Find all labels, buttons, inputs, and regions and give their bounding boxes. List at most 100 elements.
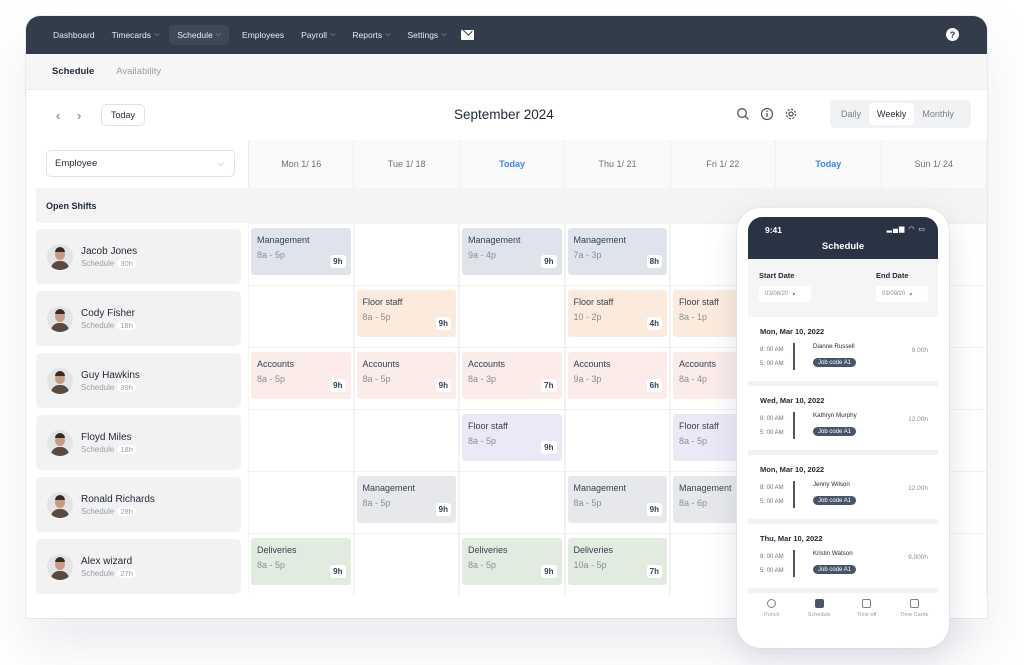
phone-tab-punch[interactable]: Punch — [749, 599, 794, 629]
day-header-today[interactable]: Today — [460, 140, 566, 188]
shift-block[interactable]: Floor staff 10 - 2p 4h — [567, 290, 667, 337]
phone-shift-entry[interactable]: Thu, Mar 10, 2022 8: 00 AM 5: 00 AM Kris… — [748, 524, 938, 593]
day-cell[interactable] — [564, 410, 670, 471]
day-cell[interactable] — [459, 472, 565, 533]
shift-time: 8a - 5p — [573, 498, 602, 508]
employee-card[interactable]: Ronald Richards Schedule 28h — [36, 477, 241, 532]
employee-select[interactable]: Employee ⌵ — [46, 150, 235, 177]
shift-block[interactable]: Management 9a - 4p 9h — [462, 228, 562, 275]
phone-tab-time-off[interactable]: Time off — [844, 599, 889, 629]
phone-tab-schedule[interactable]: Schedule — [797, 599, 842, 629]
employee-card[interactable]: Guy Hawkins Schedule 39h — [36, 353, 241, 408]
day-cell[interactable]: Accounts 8a - 3p 7h — [459, 348, 565, 409]
employee-name: Floyd Miles — [81, 431, 132, 443]
chevron-left-icon[interactable]: ‹ — [56, 108, 61, 123]
day-header[interactable]: Fri 1/ 22 — [671, 140, 777, 188]
shift-block[interactable]: Management 8a - 5p 9h — [251, 228, 351, 275]
mail-icon[interactable] — [460, 30, 474, 40]
entry-start-time: 8: 00 AM — [760, 347, 784, 353]
day-cell[interactable] — [248, 472, 354, 533]
employee-name: Cody Fisher — [81, 307, 135, 319]
nav-reports[interactable]: Reports ⌵ — [345, 25, 397, 45]
scheduled-hours-badge: 27h — [117, 568, 136, 578]
chevron-down-icon: ⌵ — [153, 31, 160, 38]
tab-schedule[interactable]: Schedule — [52, 66, 95, 77]
day-cell[interactable]: Deliveries 8a - 5p 9h — [459, 534, 565, 595]
nav-settings[interactable]: Settings ⌵ — [400, 25, 453, 45]
nav-timecards[interactable]: Timecards ⌵ — [105, 25, 167, 45]
shift-block[interactable]: Floor staff 8a - 5p 9h — [462, 414, 562, 461]
day-cell[interactable]: Floor staff 8a - 5p 9h — [459, 410, 565, 471]
day-cell[interactable]: Accounts 8a - 5p 9h — [353, 348, 459, 409]
employee-card[interactable]: Cody Fisher Schedule 18h — [36, 291, 241, 346]
shift-block[interactable]: Deliveries 8a - 5p 9h — [462, 538, 562, 585]
today-button[interactable]: Today — [101, 104, 146, 126]
day-header[interactable]: Thu 1/ 21 — [565, 140, 671, 188]
day-cell[interactable] — [248, 286, 354, 347]
help-icon[interactable]: ? — [946, 28, 959, 41]
day-header-today[interactable]: Today — [776, 140, 882, 188]
chevron-down-icon: ⌵ — [330, 31, 336, 38]
nav-employees[interactable]: Employees — [235, 25, 291, 45]
day-cell[interactable]: Management 7a - 3p 8h — [564, 224, 670, 285]
employee-card[interactable]: Jacob Jones Schedule 30h — [36, 229, 241, 284]
toolbar: ‹ › Today September 2024 Daily Weekly Mo… — [26, 90, 987, 140]
search-icon[interactable] — [736, 107, 750, 121]
shift-block[interactable]: Deliveries 8a - 5p 9h — [251, 538, 351, 585]
employee-card[interactable]: Floyd Miles Schedule 18h — [36, 415, 241, 470]
grid-header: Employee ⌵ Mon 1/ 16 Tue 1/ 18 Today Thu… — [26, 140, 987, 188]
phone-shift-entry[interactable]: Mon, Mar 10, 2022 8: 00 AM 5: 00 AM Dian… — [748, 317, 938, 386]
open-shifts-label: Open Shifts — [46, 200, 97, 211]
shift-block[interactable]: Accounts 9a - 3p 6h — [567, 352, 667, 399]
job-code-badge: Job code A1 — [813, 496, 857, 505]
day-cell[interactable]: Management 8a - 5p 9h — [353, 472, 459, 533]
shift-block[interactable]: Accounts 8a - 5p 9h — [251, 352, 351, 399]
info-icon[interactable] — [760, 107, 774, 121]
day-cell[interactable]: Accounts 9a - 3p 6h — [564, 348, 670, 409]
shift-hours-badge: 7h — [541, 379, 557, 392]
view-weekly[interactable]: Weekly — [869, 103, 915, 125]
shift-block[interactable]: Accounts 8a - 3p 7h — [462, 352, 562, 399]
day-cell[interactable] — [248, 410, 354, 471]
tab-availability[interactable]: Availability — [116, 66, 161, 77]
shift-role: Floor staff — [362, 297, 403, 307]
day-cell[interactable] — [459, 286, 565, 347]
shift-block[interactable]: Management 7a - 3p 8h — [567, 228, 667, 275]
day-header[interactable]: Sun 1/ 24 — [882, 140, 987, 188]
nav-dashboard[interactable]: Dashboard — [46, 25, 102, 45]
day-cell[interactable]: Floor staff 8a - 5p 9h — [353, 286, 459, 347]
day-cell[interactable] — [353, 410, 459, 471]
shift-block[interactable]: Accounts 8a - 5p 9h — [356, 352, 456, 399]
chevron-right-icon[interactable]: › — [77, 108, 82, 123]
phone-shift-entry[interactable]: Wed, Mar 10, 2022 8: 00 AM 5: 00 AM Kath… — [748, 386, 938, 455]
day-cell[interactable]: Management 8a - 5p 9h — [564, 472, 670, 533]
day-cell[interactable]: Management 9a - 4p 9h — [459, 224, 565, 285]
shift-block[interactable]: Management 8a - 5p 9h — [356, 476, 456, 523]
phone-shift-entry[interactable]: Mon, Mar 10, 2022 8: 00 AM 5: 00 AM Jenn… — [748, 455, 938, 524]
shift-block[interactable]: Management 8a - 5p 9h — [567, 476, 667, 523]
nav-payroll[interactable]: Payroll ⌵ — [294, 25, 342, 45]
day-cell[interactable]: Floor staff 10 - 2p 4h — [564, 286, 670, 347]
shift-block[interactable]: Deliveries 10a - 5p 7h — [567, 538, 667, 585]
view-monthly[interactable]: Monthly — [922, 109, 954, 119]
gear-icon[interactable] — [784, 107, 798, 121]
shift-hours-badge: 9h — [435, 503, 451, 516]
shift-role: Floor staff — [679, 421, 719, 431]
day-header[interactable]: Mon 1/ 16 — [249, 140, 355, 188]
start-date-input[interactable]: 03/08/20 ▾ — [759, 286, 811, 302]
day-cell[interactable]: Deliveries 10a - 5p 7h — [564, 534, 670, 595]
day-cell[interactable]: Accounts 8a - 5p 9h — [248, 348, 354, 409]
nav-schedule[interactable]: Schedule ⌵ — [169, 25, 230, 45]
day-cell[interactable] — [353, 534, 459, 595]
day-cell[interactable]: Deliveries 8a - 5p 9h — [248, 534, 354, 595]
day-cell[interactable] — [353, 224, 459, 285]
shift-time: 10 - 2p — [573, 312, 602, 322]
phone-tab-time-cards[interactable]: Time Cards — [892, 599, 937, 629]
day-cell[interactable]: Management 8a - 5p 9h — [248, 224, 354, 285]
employee-card[interactable]: Alex wizard Schedule 27h — [36, 539, 241, 594]
shift-block[interactable]: Floor staff 8a - 5p 9h — [356, 290, 456, 337]
view-daily[interactable]: Daily — [841, 109, 862, 119]
day-header[interactable]: Tue 1/ 18 — [354, 140, 460, 188]
end-date-input[interactable]: 03/09/20 ▾ — [876, 286, 928, 302]
